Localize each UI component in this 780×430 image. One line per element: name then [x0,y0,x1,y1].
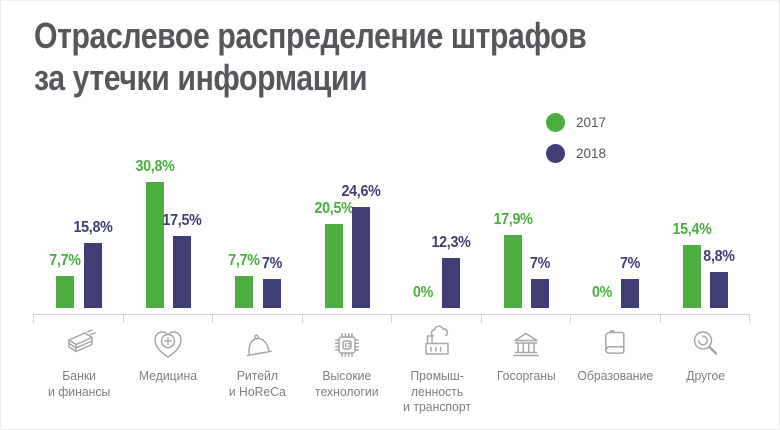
page-title: Отраслевое распределение штрафов за утеч… [34,15,587,99]
bar-value-label-2018-1: 15,8% [72,219,113,236]
category-1: Банки и финансы [34,321,124,426]
category-label-7: Образование [577,368,654,383]
x-axis-tick-1 [33,314,34,323]
bar-group-2: 30,8% 17,5% [124,143,214,308]
category-6: Госорганы [482,321,572,426]
x-axis-tick-2 [122,314,124,323]
bar-2017-4 [324,224,343,308]
bar-value-label-2018-6: 7% [529,255,551,272]
bar-value-label-2017-6: 17,9% [492,211,533,228]
microchip-icon [326,323,368,367]
bar-value-label-2018-5: 12,3% [430,234,471,251]
bar-group-1: 7,7% 15,8% [34,143,124,308]
bar-group-7: 0% 7% [571,143,661,308]
x-axis-tick-4 [301,314,303,323]
bar-value-label-2017-2: 30,8% [134,158,175,175]
bar-value-label-2017-5: 0% [412,284,434,301]
bar-value-label-2018-7: 7% [619,255,640,272]
bar-2017-3 [235,276,253,308]
bar-2018-8 [710,272,728,308]
legend: 2017 2018 [546,112,606,174]
bar-2017-2 [145,182,164,308]
category-7: Образование [571,321,661,426]
bar-2017-8 [682,245,701,308]
category-5: Промыш-ленность и транспорт [392,321,482,426]
category-label-2: Медицина [139,368,198,383]
bar-value-label-2018-4: 24,6% [341,183,381,200]
bar-group-8: 15,4% 8,8% [661,143,751,308]
bar-value-label-2018-8: 8,8% [703,248,735,265]
category-label-1: Банки и финансы [47,368,110,399]
category-4: Высокие технологии [303,321,393,426]
category-label-3: Ритейл и HoReCa [229,368,287,399]
magnifier-icon [684,323,726,367]
bar-group-6: 17,9% 7% [482,143,572,308]
government-building-icon [504,323,548,367]
x-axis-tick-7 [570,314,571,323]
bar-value-label-2017-4: 20,5% [313,200,354,217]
category-label-4: Высокие технологии [315,368,380,399]
x-axis-tick-5 [391,314,392,323]
bar-group-5: 0% 12,3% [392,143,482,308]
legend-item-2017: 2017 [546,112,606,132]
x-axis-tick-8 [659,314,661,323]
bar-2018-1 [83,243,102,308]
category-label-8: Другое [685,368,725,383]
x-axis-tick-9 [749,314,750,323]
bar-chart-plot: 7,7% 15,8% 30,8% 17,5% 7,7% 7% 20,5% 24,6% 0% 12,… [34,143,750,308]
cloche-icon [236,323,280,367]
bar-2018-4 [352,207,370,308]
category-label-6: Госорганы [496,368,556,383]
bar-2018-6 [531,279,549,308]
category-label-5: Промыш-ленность и транспорт [402,368,471,414]
heart-cross-icon [147,323,189,367]
legend-item-2018: 2018 [546,143,606,163]
bar-value-label-2018-2: 17,5% [162,212,202,229]
bar-value-label-2017-7: 0% [591,284,613,301]
bar-2018-7 [620,279,639,308]
category-8: Другое [661,321,751,426]
legend-label-2017: 2017 [576,114,607,130]
factory-icon [415,323,459,367]
legend-dot-2018 [546,143,565,163]
page-title-line2: за утечки информации [34,57,368,98]
category-axis: Банки и финансы Медицина Ритейл и HoReCa Высо… [34,321,750,426]
bar-2018-5 [441,258,460,308]
bar-2017-1 [56,276,74,308]
page-title-line1: Отраслевое распределение штрафов [34,15,587,56]
bar-2018-3 [262,279,281,308]
banknotes-icon [57,323,101,367]
x-axis-tick-6 [480,314,482,323]
category-2: Медицина [124,321,214,426]
bar-group-4: 20,5% 24,6% [303,143,393,308]
bar-value-label-2017-1: 7,7% [49,252,81,269]
bar-2018-2 [173,236,191,308]
book-icon [596,323,636,367]
category-3: Ритейл и HoReCa [213,321,303,426]
bar-value-label-2018-3: 7% [261,255,282,272]
bar-group-3: 7,7% 7% [213,143,303,308]
legend-label-2018: 2018 [576,145,607,161]
bar-2017-6 [503,235,522,308]
legend-dot-2017 [546,112,565,132]
bar-value-label-2017-3: 7,7% [228,252,260,269]
x-axis-tick-3 [212,314,213,323]
bar-value-label-2017-8: 15,4% [671,221,712,238]
